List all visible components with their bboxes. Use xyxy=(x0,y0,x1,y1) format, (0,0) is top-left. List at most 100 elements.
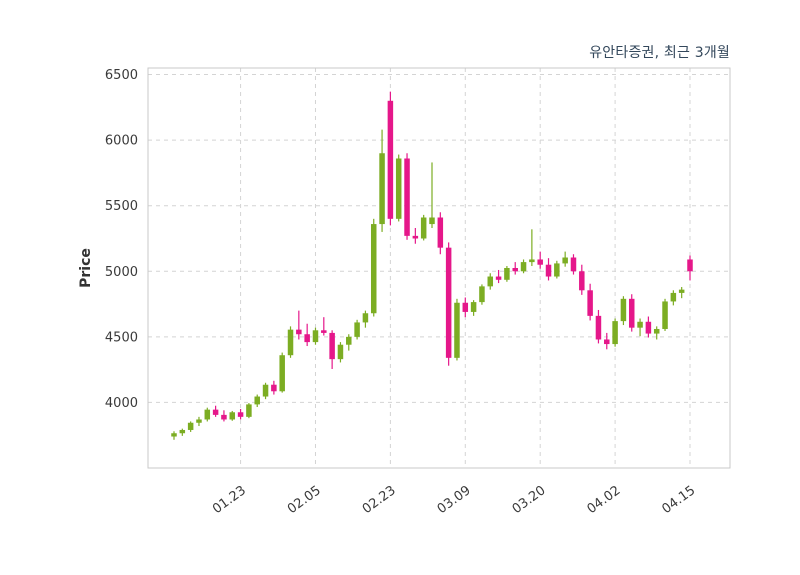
chart-title: 유안타증권, 최근 3개월 xyxy=(589,45,730,61)
y-tick-label: 6000 xyxy=(105,134,138,149)
candle-body xyxy=(212,409,219,415)
candle xyxy=(279,352,285,393)
candle-body xyxy=(296,329,302,335)
candle-body xyxy=(462,302,469,312)
candle xyxy=(296,310,302,340)
candle xyxy=(495,269,502,284)
candle-body xyxy=(479,286,485,303)
candle-body xyxy=(604,339,610,345)
y-axis-label: Price xyxy=(78,248,94,288)
candle xyxy=(395,154,402,222)
candle xyxy=(329,330,335,369)
x-tick-label: 02.05 xyxy=(285,483,324,517)
candle-body xyxy=(271,384,277,392)
candle-body xyxy=(429,217,435,225)
candle xyxy=(537,251,543,269)
x-tick-label: 03.09 xyxy=(435,483,474,517)
candle-body xyxy=(279,355,285,392)
candle-body xyxy=(254,396,260,405)
x-tick-label: 04.02 xyxy=(585,483,624,517)
candle-body xyxy=(437,217,444,248)
candle-body xyxy=(395,158,402,219)
candle-body xyxy=(579,271,585,291)
candle-body xyxy=(628,298,635,328)
candle xyxy=(271,380,277,395)
candle xyxy=(362,310,369,328)
candle-body xyxy=(179,429,186,434)
candle-body xyxy=(362,313,369,323)
y-tick-label: 5000 xyxy=(105,265,138,280)
candle-body xyxy=(495,276,502,280)
candle-body xyxy=(229,412,236,420)
candle xyxy=(404,153,410,240)
candle xyxy=(612,318,618,347)
candle xyxy=(196,416,202,427)
candle xyxy=(221,410,227,422)
candle-body xyxy=(445,247,452,358)
candle xyxy=(662,298,668,331)
candle xyxy=(445,242,452,366)
candle xyxy=(187,421,194,432)
candle xyxy=(179,428,186,436)
candle-body xyxy=(504,268,510,280)
candle xyxy=(570,254,577,275)
candle xyxy=(645,316,652,338)
candle-body xyxy=(687,259,693,272)
candle-body xyxy=(545,264,552,277)
candle xyxy=(321,317,327,336)
candle-body xyxy=(379,153,385,225)
candle-body xyxy=(645,321,652,334)
candle-body xyxy=(196,419,202,423)
candle xyxy=(562,251,568,267)
candle-body xyxy=(454,302,460,358)
candle xyxy=(604,332,610,350)
candle-body xyxy=(587,290,593,316)
candle-body xyxy=(321,330,327,333)
candle-body xyxy=(653,328,660,334)
candle xyxy=(287,326,294,358)
candle-body xyxy=(554,263,560,277)
candle-body xyxy=(354,322,360,337)
candle-body xyxy=(595,315,602,340)
candle xyxy=(512,262,518,275)
candle xyxy=(379,129,385,232)
x-tick-label: 03.20 xyxy=(510,483,549,517)
candle-body xyxy=(346,336,352,345)
x-tick-label: 04.15 xyxy=(659,483,698,517)
y-tick-label: 5500 xyxy=(105,199,138,214)
candle-body xyxy=(470,302,477,312)
candle xyxy=(637,318,643,337)
candle-body xyxy=(404,158,410,236)
candle xyxy=(337,342,344,363)
x-tick-label: 02.23 xyxy=(360,483,399,517)
candle xyxy=(370,218,377,317)
candle xyxy=(346,334,352,351)
candle xyxy=(437,212,444,255)
candle xyxy=(412,228,419,244)
candle-body xyxy=(304,334,310,343)
candle xyxy=(545,258,552,281)
x-tick-label: 01.23 xyxy=(210,483,249,517)
candle-body xyxy=(262,384,269,397)
plot-area xyxy=(148,68,730,468)
candle xyxy=(579,264,585,295)
candle-body xyxy=(678,289,685,293)
candle-body xyxy=(537,259,543,265)
candle xyxy=(262,382,269,400)
candle xyxy=(653,326,660,340)
candle-body xyxy=(412,235,419,239)
candle xyxy=(554,260,560,279)
candle xyxy=(620,296,627,326)
y-tick-label: 4000 xyxy=(105,396,138,411)
candle xyxy=(237,408,244,420)
candle xyxy=(254,394,260,408)
y-tick-label: 4500 xyxy=(105,330,138,345)
candle xyxy=(504,266,510,282)
candle-body xyxy=(329,332,335,360)
candle xyxy=(212,405,219,417)
candle xyxy=(587,283,593,321)
candle xyxy=(246,403,252,419)
candle-body xyxy=(420,217,427,239)
